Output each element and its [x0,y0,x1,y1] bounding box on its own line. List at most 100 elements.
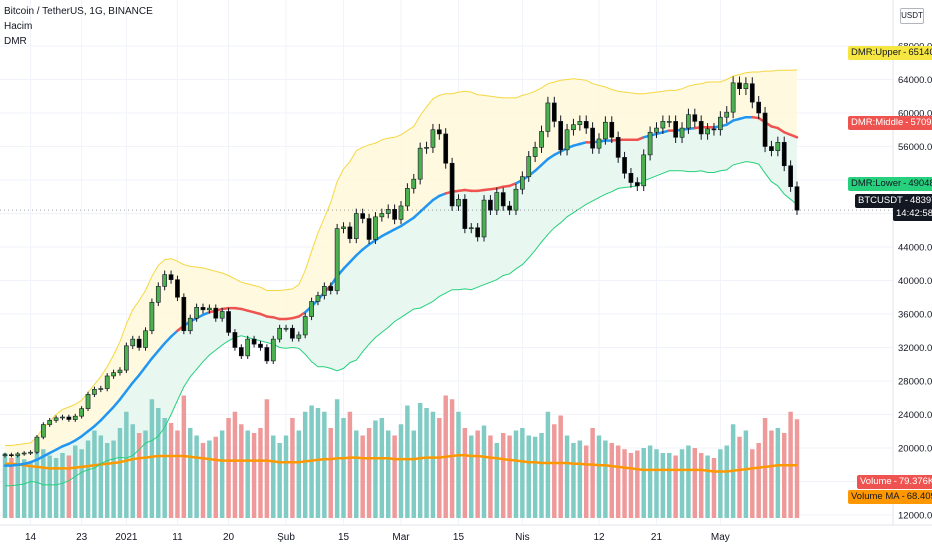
candle-body [468,227,474,230]
candle-body [168,274,174,280]
candle-body [417,147,423,180]
time-axis-label: 11 [172,532,183,543]
volume-bar [698,453,704,518]
candle-body [213,307,219,319]
candle-body [730,82,736,113]
volume-ma-tag-name: Volume MA [851,491,900,502]
volume-bar [239,424,244,518]
volume-bar [226,418,231,518]
middle-band-segment [540,157,550,167]
volume-bar [520,428,525,518]
candle-body [341,226,346,229]
volume-bar [449,399,455,518]
candle-body [373,216,378,240]
candle-body [136,338,142,348]
volume-bar [756,443,761,518]
volume-bar [405,405,410,518]
volume-bar [718,449,723,518]
volume-bar [750,449,755,518]
volume-bar [647,445,653,518]
price-axis[interactable]: 12000.0016000.0020000.0024000.0028000.00… [892,0,932,550]
middle-band-segment [725,119,735,126]
candle-body [149,301,155,332]
volume-bar [85,440,91,518]
candle-body [443,133,449,164]
upper-band-line [5,69,798,446]
volume-bar [117,428,123,518]
candle-body [545,102,551,132]
volume-bar [341,418,346,518]
volume-bar [385,430,391,518]
volume-bar [552,424,557,518]
upper-band-fill [5,70,797,466]
volume-bar [679,449,685,518]
volume-bar [200,443,206,518]
tag-separator: - [905,117,909,128]
volume-bar [168,423,174,518]
symbol-title[interactable]: Bitcoin / TetherUS, 1G, BINANCE [4,6,153,17]
tag-separator: - [904,195,909,206]
volume-bar [66,455,72,518]
candle-body [673,121,678,138]
time-axis-label: 15 [338,532,350,543]
volume-bar [711,458,717,518]
middle-band-segment [399,220,409,228]
candle-body [769,146,774,151]
middle-band-segment [342,260,352,271]
volume-bar [271,435,276,518]
middle-band-segment [150,349,160,360]
lower-band-line [5,161,798,487]
middle-band-segment [406,216,416,224]
volume-bar [251,433,257,518]
middle-band-segment [297,311,307,318]
indicator-legend[interactable]: DMR [4,36,27,47]
volume-bar [532,436,538,518]
currency-badge[interactable]: USDT [900,8,924,24]
band-fills [5,70,797,486]
candle-body [430,129,436,148]
candle-body [622,157,627,174]
last-price-tag-name: BTCUSDT [858,195,903,206]
volume-bar [136,433,142,518]
volume-bar [641,448,646,518]
volume-bar [187,428,193,518]
middle-band-tag-name: DMR:Middle [851,117,904,128]
candle-body [92,389,97,395]
candle-body [507,205,512,211]
volume-bar [73,445,78,518]
lower-band-tag: DMR:Lower-49048.30 [848,177,932,191]
candle-body [104,375,110,389]
candle-body [200,306,206,311]
volume-bar [354,430,359,518]
candle-body [654,127,659,133]
time-axis[interactable]: 14 23 2021 11 20 Şub 15 Mar 15 Nis 12 21 May [0,524,932,543]
time-axis-label: 2021 [115,532,138,543]
middle-band-segment [776,126,786,134]
volume-bar [692,448,698,518]
bar-countdown-value: 14:42:58 [896,208,932,219]
volume-bar [424,408,429,518]
last-price-tag: BTCUSDT-48397.94 [855,194,932,208]
candle-body [513,188,519,211]
candle-body [615,136,621,158]
lower-band-tag-name: DMR:Lower [851,178,902,189]
candle-body [781,142,787,167]
candle-body [641,154,647,187]
tag-separator: - [903,47,907,58]
candle-body [481,199,487,238]
candle-body [283,327,289,330]
candle-body [290,327,295,339]
candle-body [111,372,116,377]
candle-body [47,420,53,425]
candle-body [85,394,91,409]
candlesticks [2,76,800,458]
volume-legend[interactable]: Hacim [4,21,33,32]
candle-body [277,327,282,340]
candle-body [520,176,525,190]
candle-body [411,178,417,189]
middle-band-segment [546,153,556,161]
volume-bar [373,420,378,518]
middle-band-segment [355,248,364,257]
candle-body [628,173,634,183]
